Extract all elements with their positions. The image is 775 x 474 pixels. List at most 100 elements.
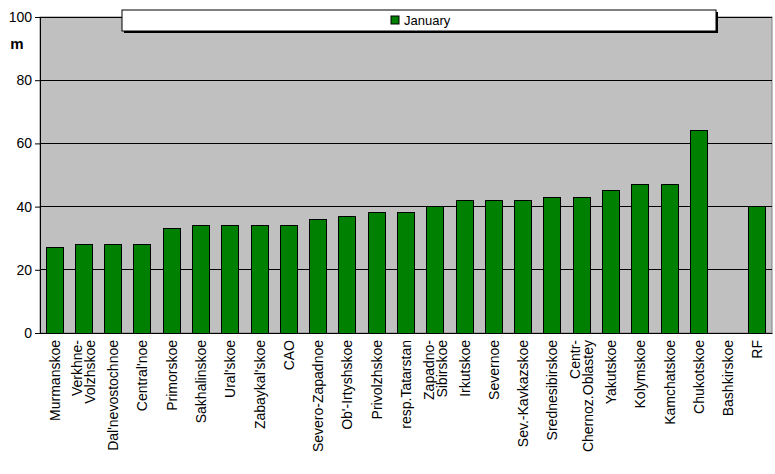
legend-box [122,10,716,31]
x-tick: Centr-Chernoz.Oblastey [567,340,596,452]
y-tick-mark [35,80,40,81]
bar [749,207,766,333]
x-tick: Kolymskoe [632,340,648,409]
bar [251,226,268,333]
x-tick: Kamchatskoe [662,340,678,425]
y-axis-title: m [10,35,23,52]
plot-area [40,17,772,333]
x-tick-label: Yakutskoe [603,340,619,405]
x-axis-line [41,333,773,334]
x-tick: Ural'skoe [222,340,238,398]
x-tick-label: Ob'-Irtyshskoe [339,340,355,430]
x-tick: Central'noe [134,340,150,411]
x-tick: resp.Tatarstan [398,340,414,429]
x-tick-label: Severnoe [486,340,502,400]
x-tick-label: Ural'skoe [222,340,238,398]
x-tick-label: Zabaykal'skoe [252,340,268,429]
x-tick-label: Irkutskoe [457,340,473,397]
y-tick: 0 [24,325,40,341]
x-tick: Primorskoe [164,340,180,411]
x-tick-label: Sev.-Kavkazskoe [515,340,531,447]
x-tick-label: Privolzhskoe [369,340,385,420]
y-tick-mark [35,143,40,144]
x-tick: Bashkirskoe [720,340,736,416]
bar [134,245,151,333]
bar [368,213,385,333]
x-tick-label: RF [749,340,765,359]
y-tick-mark [35,333,40,334]
y-axis: 0 20 40 60 80 100 [9,9,41,341]
bar [661,184,678,333]
y-tick-label: 20 [16,262,32,278]
bar [163,229,180,333]
y-tick-label: 80 [16,72,32,88]
y-tick: 80 [16,72,40,88]
x-tick-label: Central'noe [134,340,150,411]
y-tick-label: 40 [16,199,32,215]
bar [222,226,239,333]
grid-line [40,143,772,144]
x-tick-label: Srednesibirskoe [544,340,560,441]
x-tick: RF [749,340,765,359]
x-tick-label: Sakhalinskoe [193,340,209,423]
x-axis: Murmanskoe Verkhne-Volzhskoe Dal'nevostoch… [41,334,773,453]
y-tick-mark [35,270,40,271]
y-tick-label: 0 [24,325,32,341]
grid [40,17,772,333]
x-tick-label: Centr-Chernoz.Oblastey [567,340,596,452]
bar [75,245,92,333]
bar [427,207,444,333]
x-tick: Zapadno-Sibirskoe [421,340,450,400]
x-tick-label: Primorskoe [164,340,180,411]
bar [310,219,327,333]
x-tick-label: Kolymskoe [632,340,648,409]
x-tick: Severnoe [486,340,502,400]
x-tick: Sakhalinskoe [193,340,209,423]
legend-swatch [391,16,399,24]
x-tick: Verkhne-Volzhskoe [69,340,98,404]
y-axis-line [40,18,41,334]
x-tick-label: resp.Tatarstan [398,340,414,429]
y-tick: 60 [16,135,40,151]
bar [280,226,297,333]
x-tick-label: Zapadno-Sibirskoe [421,340,450,400]
bar [193,226,210,333]
x-tick: CAO [281,340,297,370]
x-tick-label: Dal'nevostochnoe [105,340,121,451]
bar [602,191,619,333]
x-tick: Privolzhskoe [369,340,385,420]
x-tick-label: Chukotskoe [691,340,707,414]
x-tick: Severo-Zapadnoe [310,340,326,452]
y-tick-label: 60 [16,135,32,151]
bar [632,184,649,333]
x-tick: Chukotskoe [691,340,707,414]
bar [46,248,63,333]
x-tick: Ob'-Irtyshskoe [339,340,355,430]
bar [339,216,356,333]
x-tick: Zabaykal'skoe [252,340,268,429]
bar [105,245,122,333]
x-tick: Srednesibirskoe [544,340,560,441]
x-tick-label: Bashkirskoe [720,340,736,416]
y-tick: 40 [16,199,40,215]
x-tick: Irkutskoe [457,340,473,397]
bars [46,131,766,333]
bar [544,197,561,333]
bar [485,200,502,333]
x-tick-label: Verkhne-Volzhskoe [69,340,98,404]
x-tick-label: Kamchatskoe [662,340,678,425]
x-tick: Sev.-Kavkazskoe [515,340,531,447]
x-tick: Dal'nevostochnoe [105,340,121,451]
bar [690,131,707,333]
y-tick: 100 [9,9,40,25]
x-tick-label: CAO [281,340,297,370]
bar [398,213,415,333]
bar [515,200,532,333]
y-tick-label: 100 [9,9,33,25]
x-tick: Murmanskoe [47,340,63,421]
x-tick: Yakutskoe [603,340,619,405]
bar [573,197,590,333]
y-tick-mark [35,17,40,18]
bar [456,200,473,333]
legend: January [122,10,718,33]
